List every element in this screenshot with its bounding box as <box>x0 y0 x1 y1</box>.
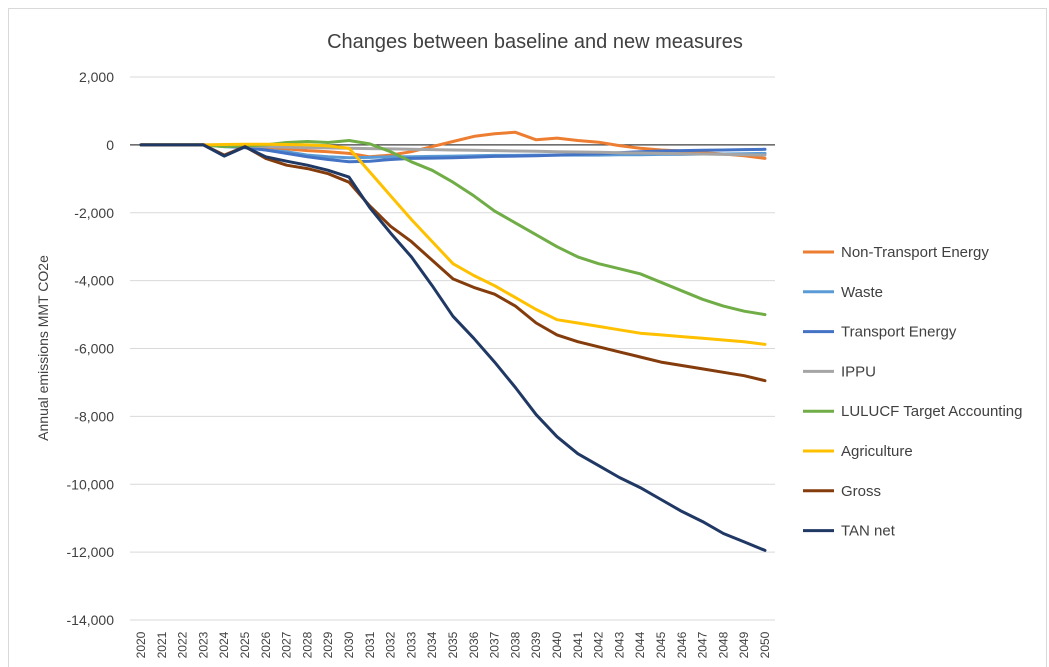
legend-label: IPPU <box>841 363 876 380</box>
x-tick-label: 2038 <box>508 631 522 658</box>
legend-label: Agriculture <box>841 443 913 460</box>
y-tick-label: 2,000 <box>79 69 114 85</box>
x-tick-label: 2044 <box>633 631 647 658</box>
x-tick-label: 2025 <box>238 631 252 658</box>
series-lines <box>139 130 767 552</box>
x-tick-label: 2033 <box>404 631 418 658</box>
legend: Non-Transport Energy Waste Transport Energ… <box>803 244 1023 540</box>
series-line-lulucf-target-accounting <box>139 139 767 317</box>
legend-label: TAN net <box>841 523 896 540</box>
y-tick-label: -8,000 <box>74 408 114 424</box>
x-tick-label: 2036 <box>467 631 481 658</box>
x-tick-label: 2030 <box>342 631 356 658</box>
y-tick-label: -2,000 <box>74 205 114 221</box>
x-tick-label: 2040 <box>550 631 564 658</box>
legend-label: Non-Transport Energy <box>841 244 989 261</box>
y-axis-label: Annual emissions MMT CO2e <box>35 255 51 441</box>
x-tick-label: 2021 <box>155 631 169 658</box>
y-tick-label: -12,000 <box>67 544 115 560</box>
x-tick-label: 2047 <box>696 631 710 658</box>
y-tick-label: -10,000 <box>67 476 115 492</box>
x-tick-label: 2034 <box>425 631 439 658</box>
chart-frame <box>8 8 1047 667</box>
x-tick-label: 2039 <box>529 631 543 658</box>
x-tick-label: 2041 <box>571 631 585 658</box>
x-tick-label: 2027 <box>280 631 294 658</box>
x-tick-label: 2024 <box>217 631 231 658</box>
x-tick-label: 2045 <box>654 631 668 658</box>
x-tick-label: 2023 <box>196 631 210 658</box>
y-axis-ticks: 2,000 0 -2,000 -4,000 -6,000 -8,000 -10,000 -12… <box>67 69 115 628</box>
x-tick-label: 2049 <box>737 631 751 658</box>
y-tick-label: -6,000 <box>74 341 114 357</box>
x-tick-label: 2032 <box>384 631 398 658</box>
legend-label: Gross <box>841 483 881 500</box>
x-tick-label: 2042 <box>592 631 606 658</box>
x-tick-label: 2029 <box>321 631 335 658</box>
legend-label: Transport Energy <box>841 324 957 341</box>
series-line-agriculture <box>139 142 767 346</box>
x-tick-label: 2022 <box>176 631 190 658</box>
x-tick-label: 2050 <box>758 631 772 658</box>
x-tick-label: 2046 <box>675 631 689 658</box>
x-tick-label: 2031 <box>363 631 377 658</box>
series-line-tan-net <box>139 143 767 552</box>
y-tick-label: -4,000 <box>74 273 114 289</box>
legend-label: Waste <box>841 284 883 301</box>
x-tick-label: 2020 <box>134 631 148 658</box>
x-tick-label: 2037 <box>488 631 502 658</box>
x-tick-label: 2048 <box>716 631 730 658</box>
y-tick-label: -14,000 <box>67 612 115 628</box>
x-tick-label: 2035 <box>446 631 460 658</box>
x-tick-label: 2043 <box>612 631 626 658</box>
legend-label: LULUCF Target Accounting <box>841 403 1023 420</box>
x-tick-label: 2026 <box>259 631 273 658</box>
x-axis-ticks: 2020 2021 2022 2023 2024 2025 2026 2027 2028 2029… <box>134 631 772 658</box>
y-tick-label: 0 <box>106 137 114 153</box>
chart-title: Changes between baseline and new measure… <box>327 31 743 53</box>
x-tick-label: 2028 <box>300 631 314 658</box>
